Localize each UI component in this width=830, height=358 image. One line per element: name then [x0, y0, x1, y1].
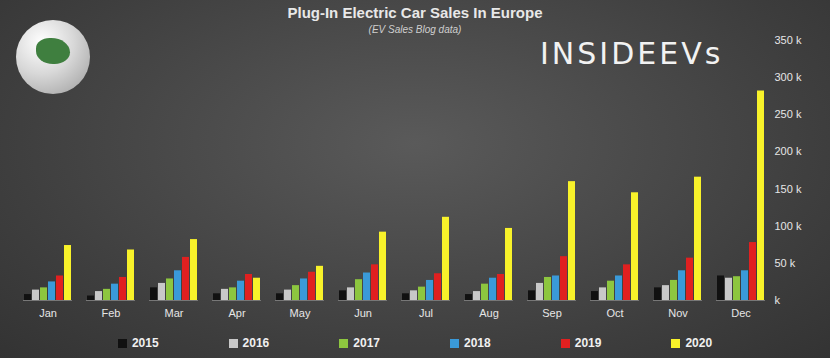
svg-text:300 k: 300 k — [775, 71, 802, 83]
html-text:2017: 2017 — [353, 336, 380, 350]
html-text:2019: 2019 — [574, 336, 602, 350]
svg-text:Feb: Feb — [102, 307, 121, 319]
svg-text:Jun: Jun — [354, 307, 372, 319]
svg-text:50 k: 50 k — [775, 257, 796, 269]
svg-text:Aug: Aug — [479, 307, 499, 319]
svg-text:150 k: 150 k — [775, 183, 802, 195]
svg-text:Sep: Sep — [542, 307, 562, 319]
svg-text:Jul: Jul — [419, 307, 433, 319]
svg-text:Nov: Nov — [668, 307, 688, 319]
svg-text:k: k — [775, 294, 781, 306]
svg-text:200 k: 200 k — [775, 145, 802, 157]
svg-text:350 k: 350 k — [775, 34, 802, 46]
svg-text:Dec: Dec — [731, 307, 751, 319]
html-text:2015: 2015 — [131, 336, 159, 350]
html-text:2018: 2018 — [464, 336, 491, 350]
svg-text:250 k: 250 k — [775, 108, 802, 120]
svg-text:May: May — [290, 307, 311, 319]
html-text:2020: 2020 — [685, 336, 713, 350]
svg-text:100 k: 100 k — [775, 220, 802, 232]
svg-text:Jan: Jan — [39, 307, 57, 319]
html-text:2016: 2016 — [242, 336, 270, 350]
html-text:INSIDEEVs: INSIDEEVs — [540, 36, 724, 71]
svg-text:Mar: Mar — [165, 307, 184, 319]
html-text:(EV Sales Blog data): (EV Sales Blog data) — [368, 24, 462, 35]
html-text:Plug-In Electric Car Sales In: Plug-In Electric Car Sales In Europe — [287, 4, 543, 21]
svg-text:Oct: Oct — [606, 307, 623, 319]
svg-text:Apr: Apr — [228, 307, 245, 319]
